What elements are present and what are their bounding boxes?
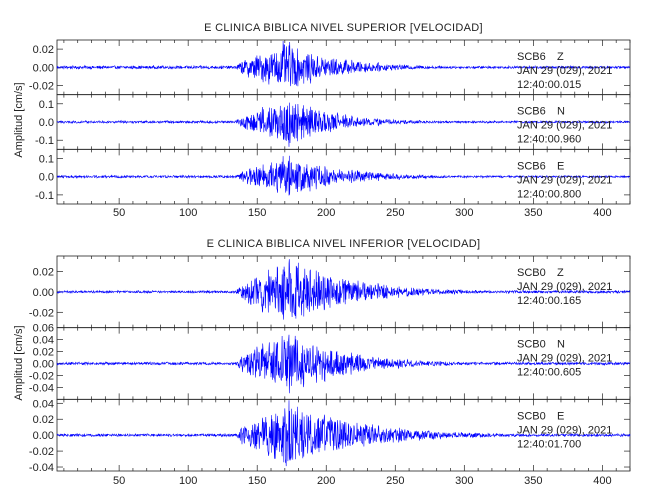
x-tick-label: 200 <box>317 475 335 487</box>
seismic-trace <box>56 155 631 196</box>
seismic-trace <box>56 334 631 394</box>
x-tick-label: 150 <box>248 207 266 219</box>
station-label: SCB0 <box>517 339 546 351</box>
x-tick-label: 250 <box>386 475 404 487</box>
y-tick-label: 0.00 <box>33 287 54 299</box>
y-tick-label: 0.04 <box>33 398 54 410</box>
x-tick-label: 350 <box>524 475 542 487</box>
component-label: E <box>557 410 564 422</box>
y-tick-label: 0.0 <box>39 172 54 184</box>
seismic-trace <box>56 259 631 320</box>
x-tick-label: 300 <box>455 207 473 219</box>
x-tick-label: 400 <box>593 475 611 487</box>
time-label: 12:40:00.605 <box>517 367 581 379</box>
station-label: SCB6 <box>517 106 546 118</box>
x-tick-label: 50 <box>113 207 125 219</box>
y-axis-label: Amplitud [cm/s] <box>13 82 25 157</box>
y-tick-label: 0.06 <box>33 323 54 335</box>
time-label: 12:40:00.015 <box>517 79 581 91</box>
date-label: JAN 29 (029), 2021 <box>517 281 612 293</box>
y-tick-label: -0.02 <box>29 307 54 319</box>
component-label: N <box>557 339 565 351</box>
station-label: SCB6 <box>517 160 546 172</box>
y-tick-label: 0.0 <box>39 117 54 129</box>
date-label: JAN 29 (029), 2021 <box>517 174 612 186</box>
date-label: JAN 29 (029), 2021 <box>517 65 612 77</box>
station-label: SCB0 <box>517 410 546 422</box>
station-label: SCB6 <box>517 51 546 63</box>
y-tick-label: 0.02 <box>33 266 54 278</box>
seismic-trace <box>56 400 631 467</box>
y-tick-label: 0.04 <box>33 335 54 347</box>
time-label: 12:40:00.960 <box>517 134 581 146</box>
station-label: SCB0 <box>517 267 546 279</box>
y-tick-label: 0.00 <box>33 430 54 442</box>
y-tick-label: -0.04 <box>29 462 54 474</box>
y-tick-label: -0.02 <box>29 81 54 93</box>
date-label: JAN 29 (029), 2021 <box>517 353 612 365</box>
x-tick-label: 150 <box>248 475 266 487</box>
y-tick-label: 0.1 <box>39 99 54 111</box>
seismic-trace <box>56 40 631 87</box>
y-tick-label: 0.02 <box>33 44 54 56</box>
component-label: Z <box>557 51 564 63</box>
y-tick-label: 0.1 <box>39 153 54 165</box>
date-label: JAN 29 (029), 2021 <box>517 120 612 132</box>
x-tick-label: 50 <box>113 475 125 487</box>
date-label: JAN 29 (029), 2021 <box>517 424 612 436</box>
time-label: 12:40:00.165 <box>517 295 581 307</box>
x-tick-label: 100 <box>179 207 197 219</box>
chart-title: E CLINICA BIBLICA NIVEL SUPERIOR [VELOCI… <box>204 22 483 34</box>
x-tick-label: 400 <box>593 207 611 219</box>
chart-title: E CLINICA BIBLICA NIVEL INFERIOR [VELOCI… <box>207 238 481 250</box>
time-label: 12:40:01.700 <box>517 438 581 450</box>
x-tick-label: 100 <box>179 475 197 487</box>
x-tick-label: 250 <box>386 207 404 219</box>
y-tick-label: 0.00 <box>33 62 54 74</box>
x-tick-label: 300 <box>455 475 473 487</box>
x-tick-label: 350 <box>524 207 542 219</box>
y-tick-label: 0.02 <box>33 414 54 426</box>
component-label: Z <box>557 267 564 279</box>
x-tick-label: 200 <box>317 207 335 219</box>
component-label: E <box>557 160 564 172</box>
y-tick-label: -0.1 <box>35 135 54 147</box>
y-tick-label: 0.00 <box>33 359 54 371</box>
y-tick-label: -0.02 <box>29 370 54 382</box>
component-label: N <box>557 106 565 118</box>
y-axis-label: Amplitud [cm/s] <box>13 325 25 400</box>
time-label: 12:40:00.800 <box>517 188 581 200</box>
seismic-trace <box>56 102 631 147</box>
y-tick-label: 0.02 <box>33 347 54 359</box>
y-tick-label: -0.04 <box>29 382 54 394</box>
y-tick-label: -0.1 <box>35 190 54 202</box>
y-tick-label: -0.02 <box>29 446 54 458</box>
